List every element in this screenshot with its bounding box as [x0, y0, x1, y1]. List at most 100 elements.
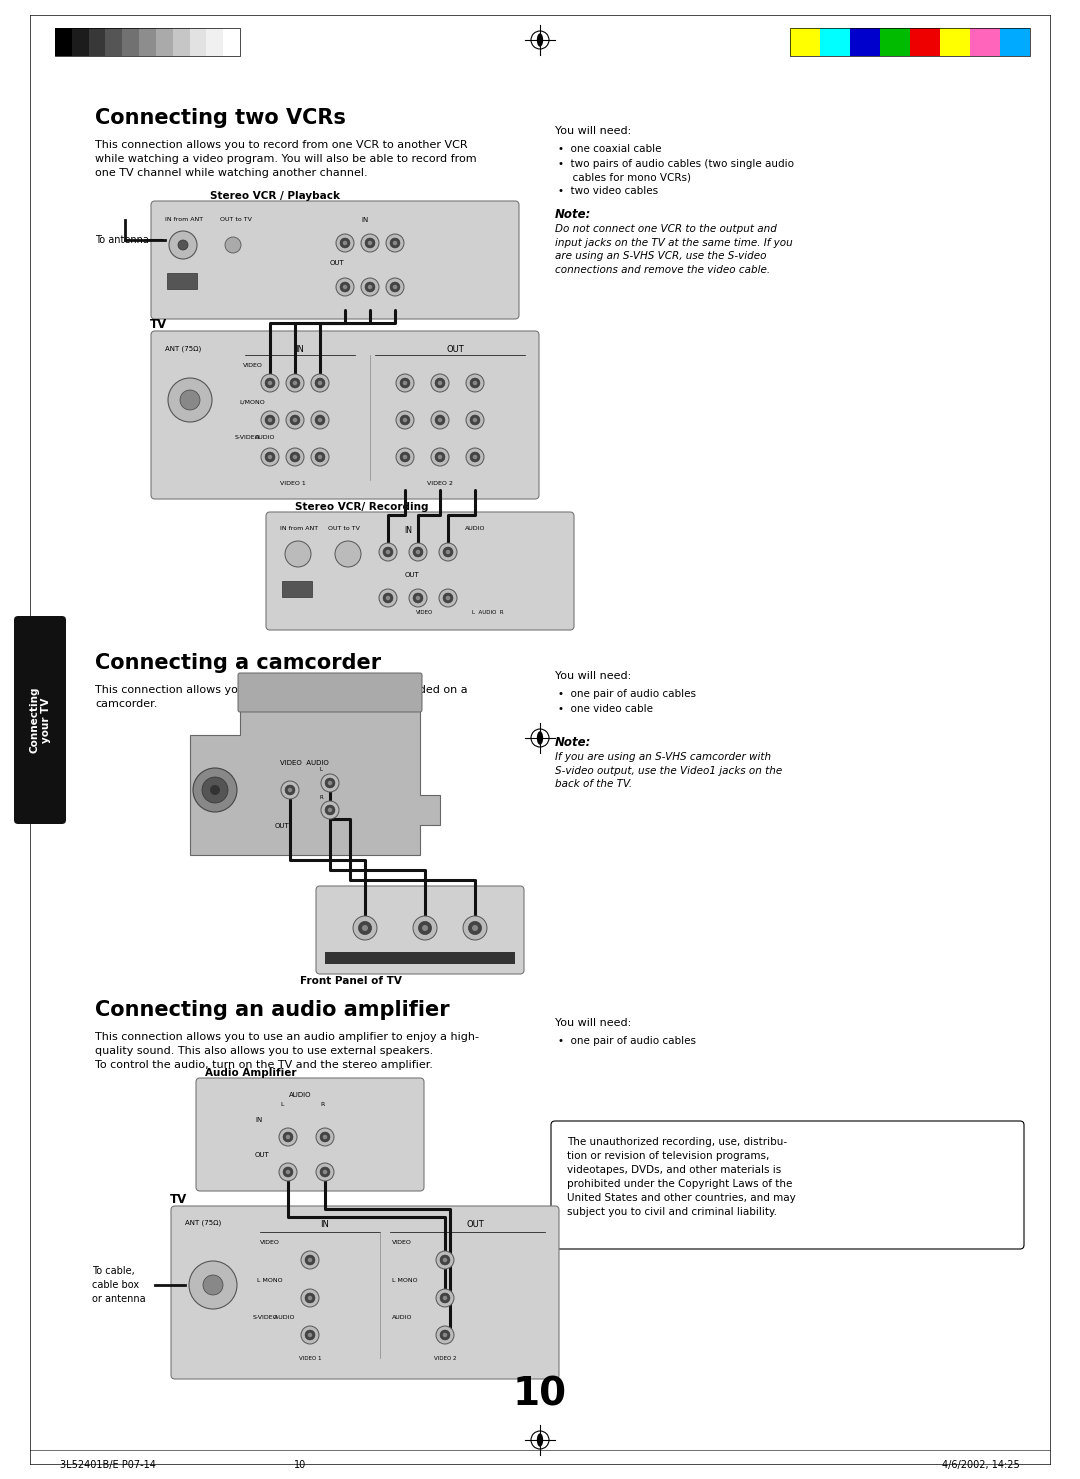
Circle shape — [361, 278, 379, 296]
Circle shape — [446, 550, 450, 555]
Circle shape — [431, 411, 449, 429]
Circle shape — [403, 417, 407, 422]
Circle shape — [202, 776, 228, 803]
Text: VIDEO: VIDEO — [243, 362, 262, 368]
Bar — [106, 28, 122, 56]
Circle shape — [308, 1257, 312, 1262]
Ellipse shape — [537, 33, 543, 47]
Circle shape — [316, 1162, 334, 1182]
Circle shape — [435, 416, 445, 424]
Text: OUT: OUT — [275, 822, 289, 830]
Circle shape — [416, 550, 420, 555]
Circle shape — [340, 238, 350, 248]
Bar — [156, 28, 173, 56]
Circle shape — [203, 1275, 222, 1296]
Circle shape — [316, 1128, 334, 1146]
Circle shape — [286, 448, 303, 466]
Circle shape — [400, 416, 410, 424]
Text: 10: 10 — [294, 1460, 306, 1470]
Circle shape — [436, 1290, 454, 1307]
Circle shape — [393, 285, 397, 290]
Circle shape — [463, 916, 487, 941]
Circle shape — [473, 454, 477, 460]
Circle shape — [327, 808, 333, 812]
Text: You will need:: You will need: — [555, 126, 631, 136]
Circle shape — [168, 231, 197, 259]
Bar — [55, 28, 71, 56]
Circle shape — [446, 596, 450, 600]
Text: ANT (75Ω): ANT (75Ω) — [185, 1220, 221, 1226]
Circle shape — [431, 374, 449, 392]
Circle shape — [318, 380, 322, 385]
Text: Connecting two VCRs: Connecting two VCRs — [95, 108, 346, 129]
FancyBboxPatch shape — [171, 1205, 559, 1378]
Circle shape — [440, 1256, 450, 1265]
Circle shape — [386, 550, 390, 555]
Circle shape — [368, 241, 373, 246]
Circle shape — [435, 379, 445, 387]
Circle shape — [315, 416, 325, 424]
Circle shape — [416, 596, 420, 600]
Text: IN: IN — [404, 527, 411, 535]
Circle shape — [379, 543, 397, 561]
Text: Note:: Note: — [555, 737, 592, 748]
Bar — [820, 28, 850, 56]
Circle shape — [321, 774, 339, 791]
Circle shape — [305, 1293, 315, 1303]
Circle shape — [291, 453, 300, 461]
FancyBboxPatch shape — [551, 1121, 1024, 1248]
Text: OUT to TV: OUT to TV — [328, 527, 360, 531]
Circle shape — [431, 448, 449, 466]
Circle shape — [286, 1134, 291, 1139]
Text: AUDIO: AUDIO — [255, 435, 275, 439]
Circle shape — [443, 1257, 447, 1262]
Circle shape — [283, 1131, 293, 1142]
Circle shape — [268, 454, 272, 460]
Text: L: L — [280, 1102, 283, 1106]
Circle shape — [379, 589, 397, 606]
Bar — [325, 952, 515, 964]
Text: IN: IN — [321, 1220, 329, 1229]
Text: TV: TV — [170, 1194, 187, 1205]
Bar — [167, 274, 197, 288]
Circle shape — [311, 374, 329, 392]
Circle shape — [318, 417, 322, 422]
Circle shape — [320, 1167, 330, 1177]
Text: •  two pairs of audio cables (two single audio: • two pairs of audio cables (two single … — [558, 160, 794, 169]
Bar — [910, 28, 940, 56]
Text: 10: 10 — [513, 1375, 567, 1414]
Circle shape — [383, 593, 393, 603]
Circle shape — [396, 448, 414, 466]
Circle shape — [438, 589, 457, 606]
FancyBboxPatch shape — [151, 331, 539, 498]
Text: CH 3
CH 4: CH 3 CH 4 — [284, 583, 297, 593]
Text: L: L — [320, 768, 323, 772]
Bar — [940, 28, 970, 56]
Circle shape — [293, 380, 297, 385]
Text: This connection allows you to watch video materials recorded on a
camcorder.: This connection allows you to watch vide… — [95, 685, 468, 708]
Text: cables for mono VCRs): cables for mono VCRs) — [566, 172, 691, 182]
Text: VIDEO 1: VIDEO 1 — [299, 1356, 321, 1361]
Text: OUT: OUT — [330, 260, 345, 266]
Bar — [789, 28, 820, 56]
Circle shape — [409, 543, 427, 561]
Circle shape — [473, 380, 477, 385]
Bar — [122, 28, 139, 56]
Text: This connection allows you to record from one VCR to another VCR
while watching : This connection allows you to record fro… — [95, 141, 476, 177]
Circle shape — [286, 374, 303, 392]
Text: •  two video cables: • two video cables — [558, 186, 658, 197]
Text: VIDEO 2: VIDEO 2 — [434, 1356, 456, 1361]
Text: 3L52401B/E P07-14: 3L52401B/E P07-14 — [60, 1460, 156, 1470]
FancyBboxPatch shape — [266, 512, 573, 630]
Text: Connecting an audio amplifier: Connecting an audio amplifier — [95, 1000, 449, 1021]
Text: IN: IN — [255, 1117, 262, 1123]
Text: S-VIDEO: S-VIDEO — [253, 1315, 279, 1319]
Circle shape — [437, 454, 442, 460]
Circle shape — [437, 417, 442, 422]
Text: 4/6/2002, 14:25: 4/6/2002, 14:25 — [942, 1460, 1020, 1470]
Circle shape — [268, 380, 272, 385]
Circle shape — [261, 411, 279, 429]
Text: VIDEO 2: VIDEO 2 — [427, 481, 453, 487]
Text: •  one pair of audio cables: • one pair of audio cables — [558, 1035, 696, 1046]
Bar — [880, 28, 910, 56]
